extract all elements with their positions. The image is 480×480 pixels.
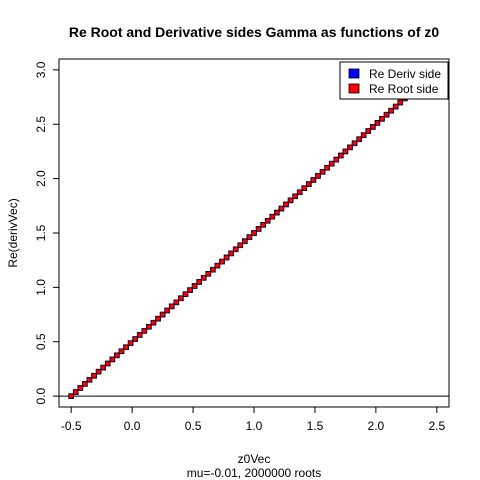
root-point xyxy=(159,311,166,318)
root-point xyxy=(365,128,371,134)
root-point xyxy=(86,377,93,383)
root-point xyxy=(201,275,207,281)
root-point xyxy=(338,152,344,159)
root-point xyxy=(287,197,294,204)
root-point xyxy=(347,144,353,151)
x-tick-label: 0.5 xyxy=(185,419,202,433)
root-point xyxy=(82,381,88,387)
legend-label-deriv: Re Deriv side xyxy=(369,67,441,81)
root-point xyxy=(118,348,125,354)
root-point xyxy=(315,173,321,179)
root-point xyxy=(123,344,129,350)
x-tick-label: 1.5 xyxy=(307,419,324,433)
root-point xyxy=(137,332,143,338)
root-point xyxy=(310,177,317,183)
x-tick-label: 2.0 xyxy=(368,419,385,433)
root-point xyxy=(274,209,280,216)
root-point xyxy=(178,295,184,301)
legend: Re Deriv side Re Root side xyxy=(339,61,449,100)
root-point xyxy=(223,254,230,261)
root-point xyxy=(251,230,257,236)
x-tick-label: 1.0 xyxy=(246,419,263,433)
root-point xyxy=(319,169,326,175)
root-point xyxy=(246,234,253,240)
chart-subtitle: mu=-0.01, 2000000 roots xyxy=(187,466,321,480)
root-point xyxy=(265,218,271,224)
root-point xyxy=(329,161,335,167)
root-point xyxy=(182,291,189,297)
root-point xyxy=(91,373,97,379)
root-point xyxy=(292,193,298,199)
root-point xyxy=(374,120,381,126)
legend-swatch-deriv xyxy=(348,68,360,79)
root-point xyxy=(306,181,312,187)
legend-swatch-root xyxy=(348,83,360,94)
y-tick-label: 2.0 xyxy=(34,170,48,187)
root-point xyxy=(205,271,211,277)
root-point xyxy=(68,393,74,399)
root-point xyxy=(278,205,285,212)
root-point xyxy=(141,328,147,334)
root-point xyxy=(114,352,120,358)
root-point xyxy=(219,258,225,265)
root-point xyxy=(169,303,175,310)
root-point xyxy=(77,385,83,391)
root-point xyxy=(210,267,216,273)
root-point xyxy=(228,250,234,257)
root-point xyxy=(191,283,198,289)
y-tick-label: 1.5 xyxy=(34,224,48,241)
root-point xyxy=(132,336,138,342)
root-point xyxy=(283,201,289,208)
root-point xyxy=(100,364,106,371)
root-point xyxy=(155,315,161,322)
root-point xyxy=(95,369,102,375)
root-point xyxy=(105,360,111,367)
root-point xyxy=(260,222,266,228)
root-point xyxy=(150,320,157,326)
root-point xyxy=(269,214,275,220)
legend-label-root: Re Root side xyxy=(369,82,439,96)
x-tick-label: 0.0 xyxy=(124,419,141,433)
y-tick-label: 2.5 xyxy=(34,116,48,133)
y-tick-label: 0.0 xyxy=(34,387,48,404)
root-point xyxy=(127,340,134,346)
root-point xyxy=(361,132,367,138)
root-point xyxy=(342,148,349,155)
y-axis-label: Re(derivVec) xyxy=(6,198,20,267)
root-point xyxy=(297,189,303,195)
y-tick-label: 3.0 xyxy=(34,61,48,78)
root-point xyxy=(196,279,202,285)
root-point xyxy=(379,116,385,122)
root-point xyxy=(324,165,330,171)
y-axis: 0.0 0.5 1.0 1.5 2.0 2.5 3.0 xyxy=(34,61,59,404)
root-point xyxy=(383,112,390,118)
root-point xyxy=(73,389,79,395)
root-point xyxy=(393,103,399,110)
root-point xyxy=(333,156,339,163)
x-axis: -0.5 0.0 0.5 1.0 1.5 2.0 2.5 xyxy=(61,407,445,433)
root-point xyxy=(233,246,239,252)
root-point xyxy=(173,299,179,305)
root-point xyxy=(146,324,152,330)
root-point xyxy=(214,262,221,269)
root-point xyxy=(109,356,115,363)
x-axis-label: z0Vec xyxy=(238,452,271,466)
root-point xyxy=(164,307,170,314)
root-point xyxy=(356,136,362,142)
root-point xyxy=(255,226,262,232)
root-point xyxy=(388,108,394,114)
root-point xyxy=(237,242,243,248)
x-tick-label: 2.5 xyxy=(428,419,445,433)
root-point xyxy=(370,124,376,130)
x-tick-label: -0.5 xyxy=(61,419,82,433)
root-point xyxy=(351,140,358,146)
root-point xyxy=(187,287,193,293)
root-point xyxy=(301,185,307,191)
root-point xyxy=(397,99,403,106)
y-tick-label: 0.5 xyxy=(34,333,48,350)
root-point xyxy=(242,238,248,244)
chart-title: Re Root and Derivative sides Gamma as fu… xyxy=(69,24,440,40)
y-tick-label: 1.0 xyxy=(34,279,48,296)
